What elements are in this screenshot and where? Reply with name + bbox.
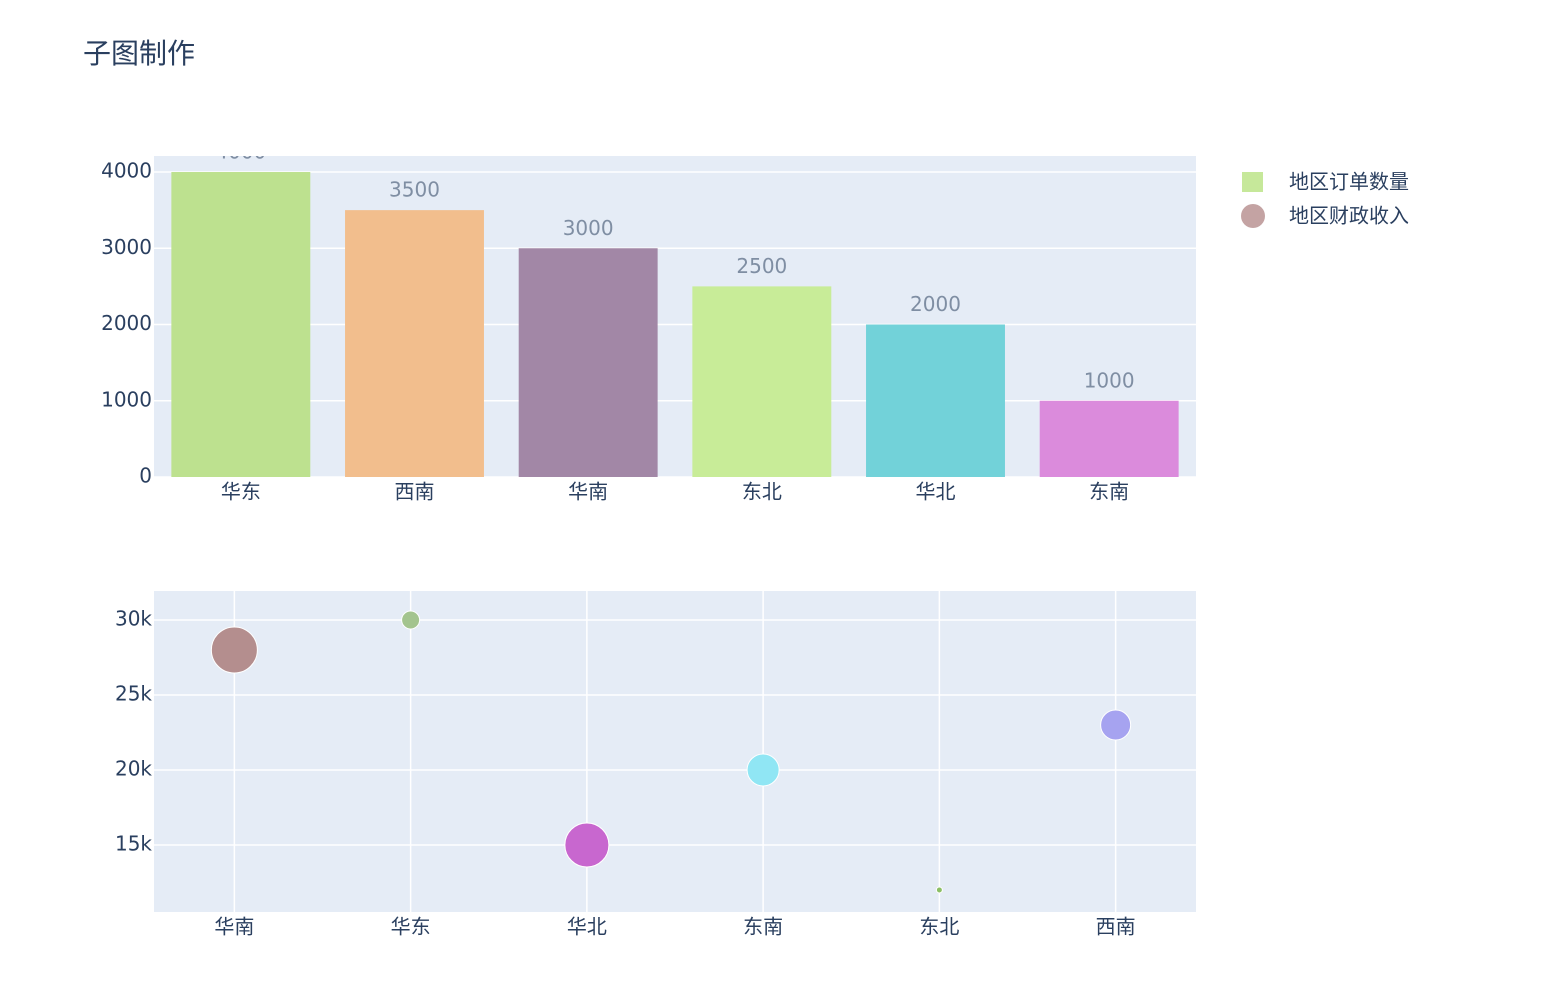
data-label: 3500 bbox=[389, 178, 440, 202]
x-tick-label: 华东 bbox=[391, 915, 431, 939]
data-label: 2500 bbox=[736, 254, 787, 278]
bubble bbox=[401, 610, 421, 630]
bar bbox=[692, 286, 832, 477]
data-label: 2000 bbox=[910, 292, 961, 316]
y-tick-label: 3000 bbox=[101, 235, 152, 259]
plot-background bbox=[154, 591, 1196, 912]
bar bbox=[518, 248, 658, 477]
y-tick-label: 1000 bbox=[101, 387, 152, 411]
bubble bbox=[564, 822, 610, 868]
legend-label: 地区订单数量 bbox=[1289, 170, 1409, 194]
data-label: 1000 bbox=[1084, 368, 1135, 392]
bar bbox=[1039, 400, 1179, 477]
bar bbox=[866, 324, 1005, 477]
y-tick-label: 4000 bbox=[101, 159, 152, 183]
y-tick-label: 0 bbox=[139, 464, 152, 488]
bar bbox=[345, 210, 484, 477]
bar bbox=[171, 172, 311, 477]
legend-label: 地区财政收入 bbox=[1289, 204, 1409, 228]
x-tick-label: 东南 bbox=[1089, 480, 1129, 504]
plot-background bbox=[154, 156, 1196, 477]
x-tick-label: 华南 bbox=[568, 480, 608, 504]
x-tick-label: 华北 bbox=[567, 915, 607, 939]
marks: 4000 3500 3000 2500 2000 1000 bbox=[171, 140, 1179, 477]
x-tick-label: 东北 bbox=[919, 915, 959, 939]
y-tick-label: 2000 bbox=[101, 311, 152, 335]
data-label: 4000 bbox=[215, 140, 266, 164]
bubble bbox=[935, 886, 943, 894]
bubble bbox=[210, 626, 258, 674]
y-tick-label: 15k bbox=[115, 831, 152, 855]
figure-title: 子图制作 bbox=[83, 37, 195, 70]
legend-swatch bbox=[1242, 172, 1263, 192]
x-tick-label: 东南 bbox=[743, 915, 783, 939]
y-tick-label: 30k bbox=[115, 606, 152, 630]
bubble bbox=[746, 753, 780, 787]
y-tick-label: 25k bbox=[115, 681, 152, 705]
x-tick-label: 西南 bbox=[1096, 915, 1136, 939]
x-tick-label: 西南 bbox=[395, 480, 435, 504]
x-tick-label: 华北 bbox=[916, 480, 956, 504]
y-tick-label: 20k bbox=[115, 756, 152, 780]
x-tick-label: 东北 bbox=[742, 480, 782, 504]
x-tick-label: 华南 bbox=[214, 915, 254, 939]
legend-swatch bbox=[1241, 204, 1265, 228]
data-label: 3000 bbox=[563, 216, 614, 240]
x-tick-label: 华东 bbox=[221, 480, 261, 504]
bubble bbox=[1100, 709, 1132, 741]
